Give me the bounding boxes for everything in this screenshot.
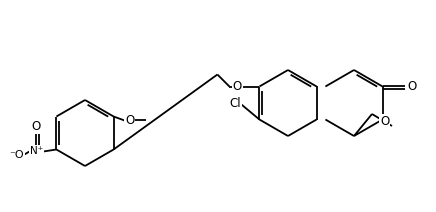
- Text: ⁻O: ⁻O: [9, 151, 24, 160]
- Text: O: O: [380, 115, 389, 128]
- Text: O: O: [32, 120, 41, 133]
- Text: Cl: Cl: [230, 97, 241, 110]
- Text: N⁺: N⁺: [30, 146, 43, 156]
- Text: O: O: [125, 114, 134, 127]
- Text: O: O: [233, 80, 242, 93]
- Text: O: O: [407, 80, 416, 93]
